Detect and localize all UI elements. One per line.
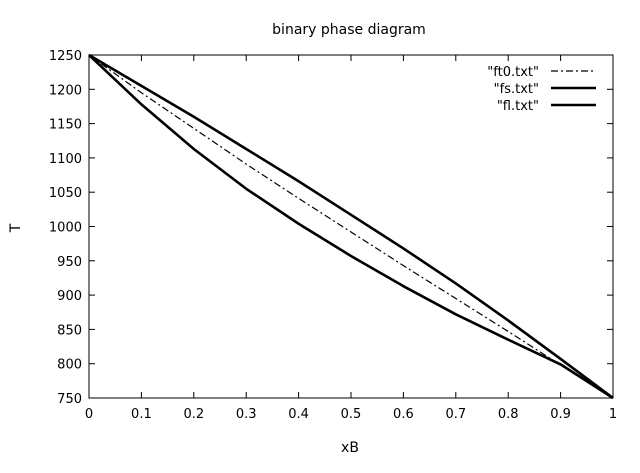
x-tick-label: 0.4 <box>288 407 309 422</box>
x-tick-label: 1 <box>609 407 617 422</box>
y-tick-label: 1200 <box>49 83 82 98</box>
x-tick-label: 0 <box>85 407 93 422</box>
x-tick-label: 0.8 <box>498 407 519 422</box>
y-axis-ticks: 750 800 850 900 950 1000 1050 1100 1150 1200 1250 <box>49 49 613 407</box>
y-tick-label: 950 <box>57 255 82 270</box>
x-tick-label: 0.3 <box>236 407 257 422</box>
series-line-3 <box>88 54 614 400</box>
series-line-1 <box>88 54 614 399</box>
x-axis-ticks: 0 0.1 0.2 0.3 0.4 0.5 0.6 0.7 0.8 0.9 1 <box>85 55 617 422</box>
y-tick-label: 1250 <box>49 49 82 64</box>
series-line-2 <box>88 53 614 400</box>
x-tick-label: 0.6 <box>393 407 414 422</box>
y-tick-label: 1050 <box>49 186 82 201</box>
y-tick-label: 1000 <box>49 221 82 236</box>
x-tick-label: 0.9 <box>550 407 571 422</box>
x-tick-label: 0.7 <box>445 407 466 422</box>
legend-label: "ft0.txt" <box>487 65 539 80</box>
y-tick-label: 800 <box>57 358 82 373</box>
x-axis-label: xB <box>341 440 359 456</box>
chart-title: binary phase diagram <box>272 22 426 38</box>
y-tick-label: 900 <box>57 289 82 304</box>
y-tick-label: 850 <box>57 323 82 338</box>
y-tick-label: 1150 <box>49 118 82 133</box>
y-axis-label: T <box>8 223 24 233</box>
x-tick-label: 0.1 <box>131 407 152 422</box>
y-tick-label: 1100 <box>49 152 82 167</box>
legend: "ft0.txt" "fs.txt" "fl.txt" <box>487 65 596 114</box>
y-tick-label: 750 <box>57 392 82 407</box>
legend-label: "fs.txt" <box>494 82 539 97</box>
legend-label: "fl.txt" <box>497 99 539 114</box>
x-tick-label: 0.2 <box>183 407 204 422</box>
x-tick-label: 0.5 <box>341 407 362 422</box>
series-lines <box>88 53 614 400</box>
